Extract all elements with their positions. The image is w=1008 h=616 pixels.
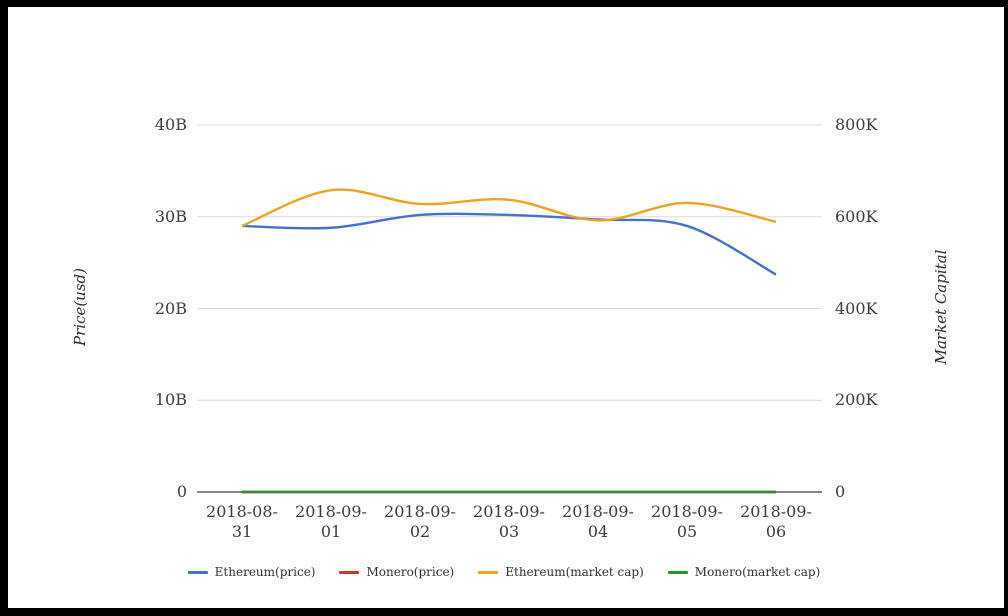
legend-item-ethereum-price[interactable]: Ethereum(price)	[187, 565, 316, 579]
x-tick-label: 2018-08- 31	[206, 502, 278, 541]
legend-label: Ethereum(market cap)	[505, 565, 644, 579]
y-tick-label-right: 400K	[835, 298, 878, 318]
legend-swatch	[478, 570, 499, 574]
legend-item-monero-price[interactable]: Monero(price)	[339, 565, 454, 579]
y-tick-label-right: 200K	[835, 390, 878, 410]
y-axis-title-right: Market Capital	[932, 249, 950, 365]
y-tick-label-left: 10B	[154, 390, 187, 410]
x-tick-label: 2018-09- 02	[384, 502, 456, 541]
legend-swatch	[187, 570, 208, 574]
y-axis-title-left: Price(usd)	[71, 267, 89, 347]
chart-canvas	[8, 7, 1004, 608]
y-tick-label-left: 30B	[154, 206, 187, 226]
series-line-ethereum-market-cap	[241, 188, 777, 228]
legend-label: Ethereum(price)	[214, 565, 316, 579]
legend-label: Monero(price)	[366, 565, 455, 579]
y-tick-label-left: 40B	[154, 115, 187, 134]
y-tick-label-left: 0	[176, 482, 187, 501]
x-tick-label: 2018-09- 04	[562, 502, 634, 541]
legend-swatch	[339, 570, 360, 574]
legend: Ethereum(price) Monero(price) Ethereum(mar…	[0, 565, 1008, 579]
series-line-ethereum-price	[241, 212, 777, 276]
legend-item-monero-market-cap[interactable]: Monero(market cap)	[667, 565, 821, 579]
legend-label: Monero(market cap)	[694, 565, 821, 579]
legend-item-ethereum-market-cap[interactable]: Ethereum(market cap)	[478, 565, 644, 579]
y-tick-label-right: 800K	[835, 115, 878, 134]
y-tick-label-left: 20B	[154, 298, 187, 318]
x-tick-label: 2018-09- 06	[740, 502, 812, 541]
x-tick-label: 2018-09- 05	[651, 502, 723, 541]
x-tick-label: 2018-09- 03	[473, 502, 545, 541]
legend-swatch	[667, 570, 688, 574]
y-tick-label-right: 600K	[835, 206, 878, 226]
y-tick-label-right: 0	[835, 482, 846, 501]
x-tick-label: 2018-09- 01	[295, 502, 367, 541]
